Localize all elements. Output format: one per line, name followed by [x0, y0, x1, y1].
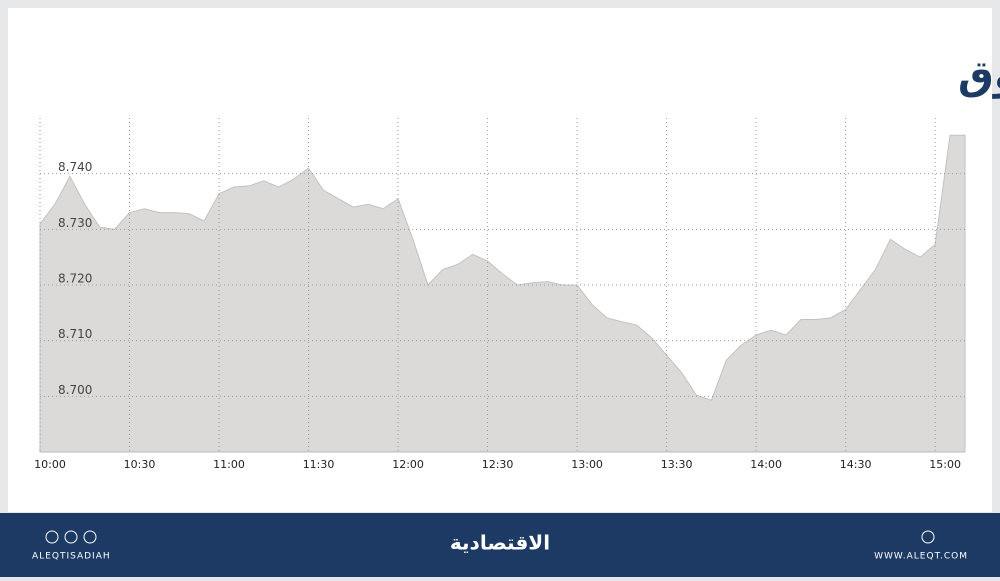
y-tick-label: 8.710 — [58, 327, 92, 341]
y-tick-label: 8.700 — [58, 383, 92, 397]
social-handle: ALEQTISADIAH — [32, 552, 111, 562]
chart-title: مؤشر السوق — [958, 53, 1000, 99]
x-tick-label: 14:30 — [840, 458, 872, 471]
x-tick-label: 15:00 — [929, 458, 961, 471]
x-tick-label: 13:30 — [661, 458, 693, 471]
x-tick-label: 10:30 — [124, 458, 156, 471]
x-tick-label: 13:00 — [571, 458, 603, 471]
website: WWW.ALEQT.COM — [874, 552, 968, 562]
icon — [64, 530, 78, 544]
y-tick-label: 8.720 — [58, 272, 92, 286]
social-icons — [45, 530, 935, 544]
area — [39, 134, 966, 453]
icon — [921, 530, 935, 544]
y-tick-label: 8.730 — [58, 216, 92, 230]
y-tick-label: 8.740 — [58, 160, 92, 174]
x-tick-label: 11:00 — [213, 458, 245, 471]
plot: 8.740 8.730 8.720 8.710 8.700 10:00 10:30 11:00… — [34, 118, 966, 471]
brand: الاقتصادية — [450, 531, 550, 555]
x-tick-label: 11:30 — [303, 458, 335, 471]
x-tick-label: 14:00 — [750, 458, 782, 471]
icon — [83, 530, 97, 544]
x-tick-label: 10:00 — [34, 458, 66, 471]
x-tick-label: 12:30 — [482, 458, 514, 471]
icon — [45, 530, 59, 544]
footer — [0, 513, 1000, 577]
x-tick-label: 12:00 — [392, 458, 424, 471]
